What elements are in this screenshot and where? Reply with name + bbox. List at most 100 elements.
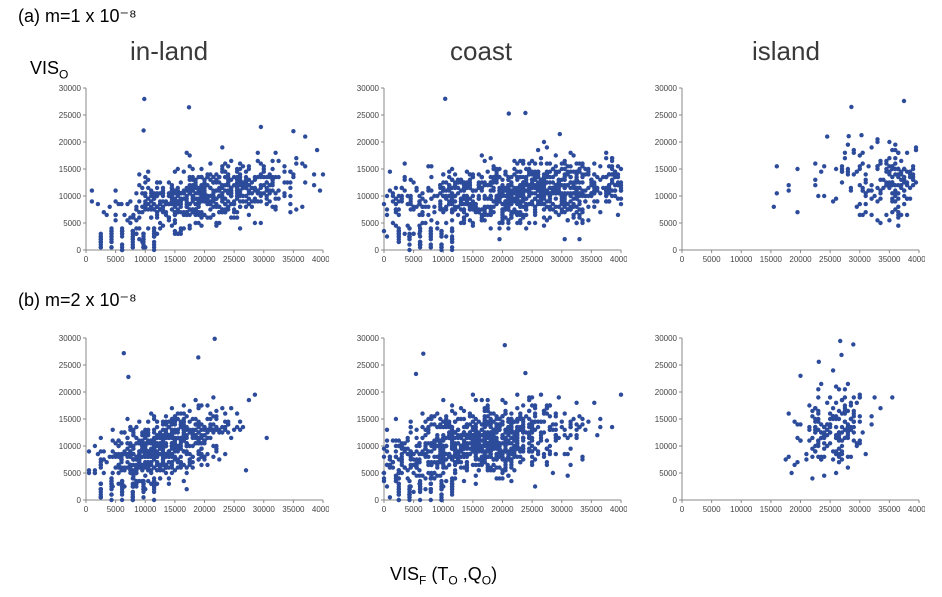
svg-text:40000: 40000 [908, 505, 925, 514]
svg-text:25000: 25000 [819, 255, 842, 264]
svg-text:0: 0 [680, 505, 685, 514]
svg-text:15000: 15000 [59, 165, 82, 174]
svg-text:0: 0 [382, 255, 387, 264]
svg-text:0: 0 [84, 255, 89, 264]
svg-text:5000: 5000 [107, 505, 125, 514]
svg-text:5000: 5000 [361, 469, 379, 478]
svg-text:30000: 30000 [253, 255, 276, 264]
svg-text:35000: 35000 [878, 505, 901, 514]
chart-b-island: 0 5000 10000 15000 20000 25000 30000 35000 40000… [652, 332, 925, 520]
svg-text:0: 0 [673, 246, 678, 255]
svg-text:15000: 15000 [357, 415, 380, 424]
svg-text:25000: 25000 [357, 361, 380, 370]
svg-text:30000: 30000 [655, 334, 678, 343]
svg-text:5000: 5000 [659, 469, 677, 478]
svg-text:20000: 20000 [59, 138, 82, 147]
svg-text:20000: 20000 [491, 255, 514, 264]
svg-text:0: 0 [673, 496, 678, 505]
svg-text:0: 0 [382, 505, 387, 514]
svg-text:15000: 15000 [462, 255, 485, 264]
svg-text:20000: 20000 [357, 138, 380, 147]
svg-text:25000: 25000 [223, 505, 246, 514]
svg-text:20000: 20000 [789, 505, 812, 514]
svg-text:10000: 10000 [59, 442, 82, 451]
svg-text:40000: 40000 [312, 255, 329, 264]
svg-text:5000: 5000 [405, 255, 423, 264]
panel-a-label: (a) m=1 x 10⁻⁸ [18, 6, 137, 27]
svg-text:25000: 25000 [521, 505, 544, 514]
chart-a-inland: 0500010000150002000025000300003500040000… [56, 82, 329, 270]
chart-a-coast: 0 5000 10000 15000 20000 25000 30000 35000 40000… [354, 82, 627, 270]
svg-text:5000: 5000 [659, 219, 677, 228]
svg-text:20000: 20000 [655, 138, 678, 147]
col-header-island: island [752, 36, 820, 67]
svg-text:5000: 5000 [63, 219, 81, 228]
svg-text:20000: 20000 [789, 255, 812, 264]
svg-text:10000: 10000 [655, 442, 678, 451]
svg-text:30000: 30000 [849, 255, 872, 264]
svg-text:20000: 20000 [655, 388, 678, 397]
svg-text:15000: 15000 [164, 255, 187, 264]
svg-text:10000: 10000 [357, 192, 380, 201]
svg-text:30000: 30000 [59, 84, 82, 93]
svg-text:20000: 20000 [59, 388, 82, 397]
svg-text:0: 0 [680, 255, 685, 264]
svg-text:0: 0 [375, 496, 380, 505]
svg-text:35000: 35000 [580, 255, 603, 264]
svg-text:20000: 20000 [491, 505, 514, 514]
svg-text:0: 0 [84, 505, 89, 514]
svg-text:30000: 30000 [357, 334, 380, 343]
svg-text:40000: 40000 [610, 255, 627, 264]
chart-a-island: 0 5000 10000 15000 20000 25000 30000 35000 40000… [652, 82, 925, 270]
svg-text:30000: 30000 [253, 505, 276, 514]
svg-text:15000: 15000 [59, 415, 82, 424]
chart-b-inland: 0500010000150002000025000300003500040000… [56, 332, 329, 520]
svg-text:5000: 5000 [107, 255, 125, 264]
svg-text:40000: 40000 [908, 255, 925, 264]
svg-text:35000: 35000 [580, 505, 603, 514]
svg-text:30000: 30000 [551, 505, 574, 514]
svg-text:5000: 5000 [703, 505, 721, 514]
svg-text:15000: 15000 [760, 505, 783, 514]
panel-b-label: (b) m=2 x 10⁻⁸ [18, 290, 137, 311]
svg-text:30000: 30000 [655, 84, 678, 93]
svg-text:30000: 30000 [357, 84, 380, 93]
svg-text:20000: 20000 [193, 505, 216, 514]
y-axis-label: VISO [30, 58, 68, 82]
col-header-inland: in-land [130, 36, 208, 67]
col-header-coast: coast [450, 36, 512, 67]
svg-text:15000: 15000 [655, 415, 678, 424]
svg-text:30000: 30000 [59, 334, 82, 343]
svg-text:5000: 5000 [63, 469, 81, 478]
svg-text:10000: 10000 [357, 442, 380, 451]
svg-text:0: 0 [77, 246, 82, 255]
svg-text:15000: 15000 [655, 165, 678, 174]
svg-text:10000: 10000 [655, 192, 678, 201]
svg-text:0: 0 [375, 246, 380, 255]
svg-text:35000: 35000 [282, 505, 305, 514]
svg-text:25000: 25000 [655, 111, 678, 120]
chart-b-coast: 0 5000 10000 15000 20000 25000 30000 35000 40000… [354, 332, 627, 520]
svg-text:25000: 25000 [59, 361, 82, 370]
svg-text:25000: 25000 [59, 111, 82, 120]
svg-text:15000: 15000 [462, 505, 485, 514]
svg-text:25000: 25000 [655, 361, 678, 370]
svg-text:10000: 10000 [134, 505, 157, 514]
svg-text:40000: 40000 [610, 505, 627, 514]
svg-text:0: 0 [77, 496, 82, 505]
svg-text:15000: 15000 [357, 165, 380, 174]
x-axis-label: VISF (TO ,QO) [390, 564, 497, 588]
svg-text:15000: 15000 [164, 505, 187, 514]
svg-text:20000: 20000 [357, 388, 380, 397]
svg-text:5000: 5000 [361, 219, 379, 228]
svg-text:10000: 10000 [432, 505, 455, 514]
svg-text:5000: 5000 [703, 255, 721, 264]
svg-text:10000: 10000 [59, 192, 82, 201]
svg-text:25000: 25000 [521, 255, 544, 264]
svg-text:10000: 10000 [730, 505, 753, 514]
svg-text:5000: 5000 [405, 505, 423, 514]
svg-text:15000: 15000 [760, 255, 783, 264]
svg-text:10000: 10000 [432, 255, 455, 264]
svg-text:35000: 35000 [878, 255, 901, 264]
svg-text:20000: 20000 [193, 255, 216, 264]
